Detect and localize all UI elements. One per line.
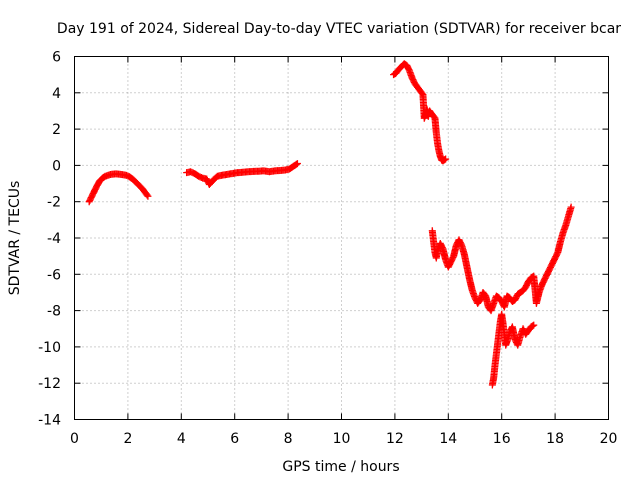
x-tick-label: 4 [177, 431, 186, 447]
x-tick-label: 10 [333, 431, 351, 447]
data-point [144, 192, 152, 200]
x-tick-label: 0 [70, 431, 79, 447]
y-tick-label: -6 [47, 267, 61, 283]
y-axis-label: SDTVAR / TECUs [7, 181, 23, 296]
axis-ticks [74, 56, 609, 420]
y-tick-label: 2 [52, 122, 61, 138]
x-tick-label: 6 [230, 431, 239, 447]
y-tick-label: -14 [38, 413, 61, 429]
y-tick-label: 6 [52, 50, 61, 66]
data-point [567, 203, 575, 211]
chart-title: Day 191 of 2024, Sidereal Day-to-day VTE… [57, 21, 621, 37]
x-tick-label: 2 [123, 431, 132, 447]
data-point [293, 160, 301, 168]
y-tick-label: -8 [47, 304, 61, 320]
x-tick-label: 20 [600, 431, 618, 447]
data-series [85, 60, 575, 389]
y-tick-label: 4 [52, 86, 61, 102]
x-tick-label: 14 [439, 431, 457, 447]
y-tick-labels: -14 -12 -10 -8 -6 -4 -2 0 2 4 6 [38, 50, 61, 429]
data-point [292, 160, 300, 168]
y-tick-label: -12 [38, 376, 61, 392]
y-tick-label: -4 [47, 231, 61, 247]
x-tick-labels: 0 2 4 6 8 10 12 14 16 18 20 [70, 431, 617, 447]
data-point [143, 191, 151, 199]
x-tick-label: 12 [386, 431, 404, 447]
grid [74, 56, 609, 420]
x-tick-label: 16 [493, 431, 511, 447]
y-tick-label: 0 [52, 158, 61, 174]
data-point [530, 321, 538, 329]
x-tick-label: 18 [546, 431, 564, 447]
x-axis-label: GPS time / hours [282, 459, 399, 475]
x-tick-label: 8 [284, 431, 293, 447]
y-tick-label: -10 [38, 340, 61, 356]
y-tick-label: -2 [47, 195, 61, 211]
data-point [442, 155, 450, 163]
